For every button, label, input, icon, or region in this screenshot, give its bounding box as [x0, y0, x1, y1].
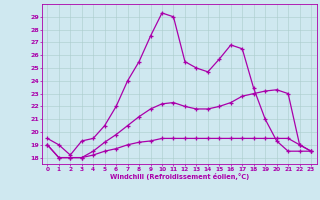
X-axis label: Windchill (Refroidissement éolien,°C): Windchill (Refroidissement éolien,°C)	[109, 173, 249, 180]
